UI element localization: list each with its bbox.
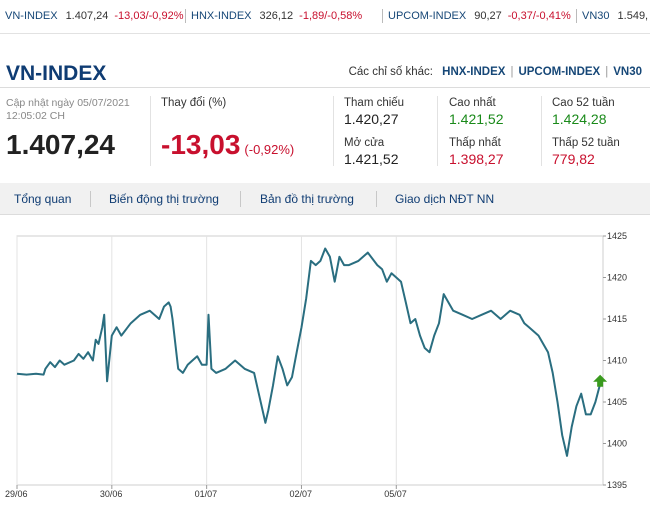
y-tick-label: 1420 xyxy=(607,273,627,283)
tab-separator xyxy=(90,191,91,207)
y-tick-label: 1415 xyxy=(607,314,627,324)
tab-foreign-trading[interactable]: Giao dịch NĐT NN xyxy=(395,192,495,206)
divider xyxy=(541,96,542,166)
ticker-item-vn30[interactable]: VN30 1.549, xyxy=(576,9,650,23)
ticker-change: -1,89/-0,58% xyxy=(299,10,363,22)
ticker-price: 90,27 xyxy=(474,10,502,22)
ticker-bar: VN-INDEX 1.407,24 -13,03/-0,92% HNX-INDEX 3… xyxy=(0,0,650,34)
link-separator: | xyxy=(605,66,609,78)
page-title: VN-INDEX xyxy=(6,62,107,85)
tab-market-map[interactable]: Bản đồ thị trường xyxy=(260,192,354,206)
tab-market-movement[interactable]: Biến động thị trường xyxy=(109,192,219,206)
intraday-chart[interactable]: 1395 1400 1405 1410 1415 1420 1425 29/06 30/06 0… xyxy=(0,226,650,505)
stat-low-52w: Thấp 52 tuần 779,82 xyxy=(552,137,620,167)
stat-value: 1.421,52 xyxy=(449,111,504,127)
ticker-change: -13,03/-0,92% xyxy=(114,10,184,22)
x-tick-label: 30/06 xyxy=(100,489,123,499)
other-indices: Các chỉ số khác: HNX-INDEX | UPCOM-INDEX | V… xyxy=(349,66,642,78)
stat-label: Mở cửa xyxy=(344,137,385,149)
divider xyxy=(150,96,151,166)
ticker-item-vn-index[interactable]: VN-INDEX 1.407,24 -13,03/-0,92% xyxy=(5,10,184,22)
ticker-separator xyxy=(382,9,383,23)
y-tick-label: 1410 xyxy=(607,356,627,366)
x-tick-label: 02/07 xyxy=(289,489,312,499)
stat-high-52w: Cao 52 tuần 1.424,28 xyxy=(552,97,615,127)
ticker-name[interactable]: HNX-INDEX xyxy=(191,10,252,22)
stat-low: Thấp nhất 1.398,27 xyxy=(449,137,504,167)
stat-open: Mở cửa 1.421,52 xyxy=(344,137,399,167)
stat-reference: Tham chiếu 1.420,27 xyxy=(344,97,404,127)
stat-label: Tham chiếu xyxy=(344,97,405,109)
link-hnx-index[interactable]: HNX-INDEX xyxy=(442,66,506,78)
ticker-price: 1.549, xyxy=(617,10,649,22)
change-points: -13,03 xyxy=(161,129,241,160)
change-label: Thay đổi (%) xyxy=(161,97,227,109)
ticker-item-hnx-index[interactable]: HNX-INDEX 326,12 -1,89/-0,58% xyxy=(185,9,363,23)
ticker-change: -0,37/-0,41% xyxy=(507,10,571,22)
tab-overview[interactable]: Tổng quan xyxy=(14,192,72,206)
stat-value: 779,82 xyxy=(552,151,595,167)
stat-value: 1.398,27 xyxy=(449,151,504,167)
ticker-price: 1.407,24 xyxy=(65,10,109,22)
ticker-name[interactable]: UPCOM-INDEX xyxy=(388,10,467,22)
other-indices-label: Các chỉ số khác: xyxy=(348,66,433,78)
link-vn30[interactable]: VN30 xyxy=(613,66,642,78)
stat-value: 1.424,28 xyxy=(552,111,607,127)
divider xyxy=(333,96,334,166)
x-tick-label: 29/06 xyxy=(5,489,28,499)
y-tick-label: 1395 xyxy=(607,480,627,490)
stat-label: Thấp nhất xyxy=(449,137,501,149)
y-tick-label: 1405 xyxy=(607,397,627,407)
change-value: -13,03 (-0,92%) xyxy=(161,129,294,161)
link-separator: | xyxy=(510,66,514,78)
stat-value: 1.421,52 xyxy=(344,151,399,167)
divider xyxy=(437,96,438,166)
ticker-item-upcom-index[interactable]: UPCOM-INDEX 90,27 -0,37/-0,41% xyxy=(382,9,571,23)
divider xyxy=(0,87,650,88)
ticker-price: 326,12 xyxy=(259,10,294,22)
tab-separator xyxy=(240,191,241,207)
ticker-separator xyxy=(576,9,577,23)
stat-label: Cao 52 tuần xyxy=(552,97,615,109)
change-percent: (-0,92%) xyxy=(244,142,295,157)
update-date: Cập nhật ngày 05/07/2021 xyxy=(6,97,130,109)
series-line xyxy=(16,247,602,457)
x-tick-label: 05/07 xyxy=(384,489,407,499)
up-arrow-icon xyxy=(593,374,608,387)
last-price: 1.407,24 xyxy=(6,129,115,160)
x-tick-label: 01/07 xyxy=(195,489,218,499)
update-time: 12:05:02 CH xyxy=(6,110,65,122)
stat-high: Cao nhất 1.421,52 xyxy=(449,97,504,127)
ticker-name[interactable]: VN-INDEX xyxy=(5,10,58,22)
stat-label: Cao nhất xyxy=(449,97,496,109)
stat-value: 1.420,27 xyxy=(344,111,399,127)
ticker-separator xyxy=(185,9,186,23)
y-tick-label: 1425 xyxy=(607,231,627,241)
tab-bar: Tổng quan Biến động thị trường Bản đồ th… xyxy=(0,183,650,215)
stat-label: Thấp 52 tuần xyxy=(552,137,620,149)
link-upcom-index[interactable]: UPCOM-INDEX xyxy=(518,66,601,78)
ticker-name[interactable]: VN30 xyxy=(582,10,610,22)
tab-separator xyxy=(376,191,377,207)
update-info: Cập nhật ngày 05/07/2021 12:05:02 CH xyxy=(6,97,130,123)
y-tick-label: 1400 xyxy=(607,439,627,449)
